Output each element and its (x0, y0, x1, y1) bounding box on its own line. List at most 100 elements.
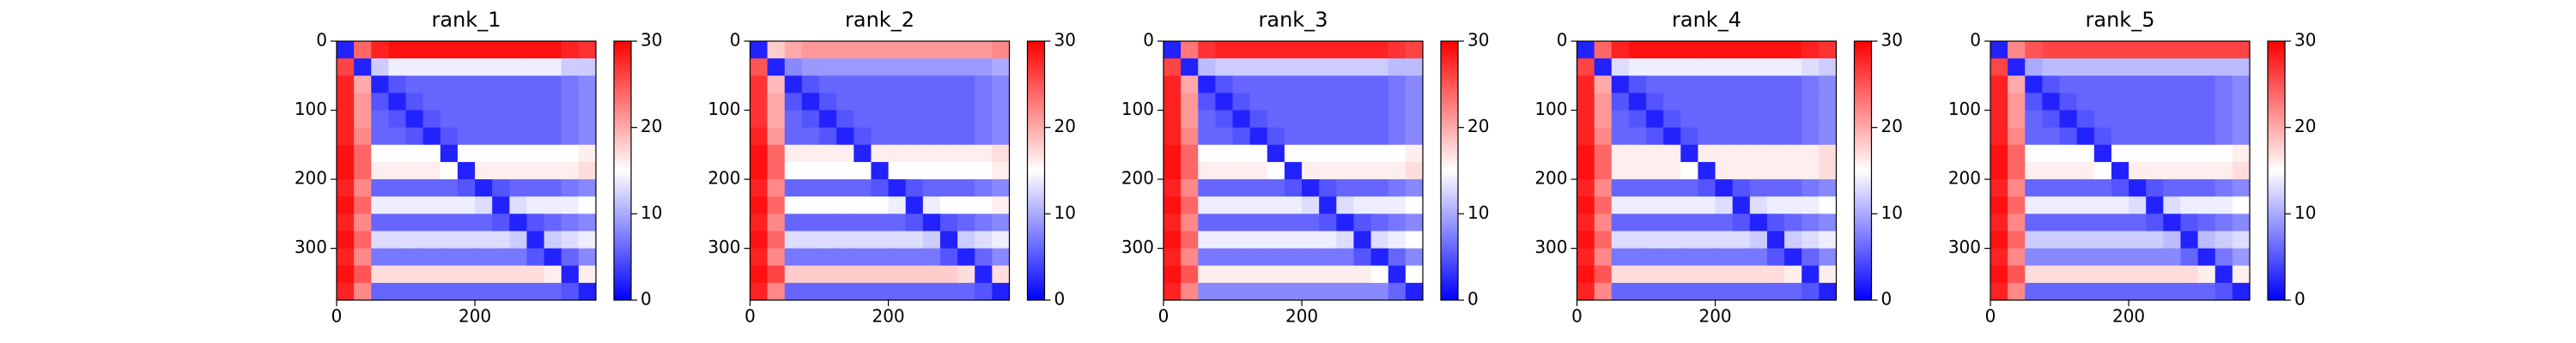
heatmap-cell (1302, 231, 1320, 250)
heatmap-cell (1819, 265, 1837, 284)
heatmap-cell (544, 248, 562, 267)
heatmap-cell (2180, 144, 2199, 163)
heatmap-cell (354, 214, 372, 232)
heatmap-cell (1319, 93, 1337, 111)
heatmap-cell (526, 196, 545, 214)
heatmap-cell (750, 231, 769, 250)
heatmap-cell (1336, 282, 1354, 301)
colorbar-tick-label: 10 (1054, 202, 1076, 223)
heatmap-cell (2197, 161, 2216, 180)
heatmap-cell (1646, 214, 1664, 232)
heatmap-cell (561, 179, 580, 197)
heatmap-cell (2111, 110, 2129, 129)
y-tick-label: 0 (316, 30, 327, 51)
heatmap-cell (1990, 127, 2008, 146)
heatmap-cell (1370, 265, 1389, 284)
heatmap-cell (905, 214, 924, 232)
heatmap-cell (509, 58, 527, 76)
heatmap-cell (526, 161, 545, 180)
heatmap-cell (1594, 41, 1613, 59)
heatmap-cell (1698, 265, 1716, 284)
heatmap-cell (1680, 282, 1698, 301)
heatmap-cell (1267, 75, 1285, 93)
heatmap-cell (1388, 196, 1406, 214)
heatmap-cell (578, 231, 597, 250)
heatmap-cell (1715, 110, 1734, 129)
heatmap-cell (371, 93, 389, 111)
x-tick-label: 200 (1698, 306, 1731, 327)
heatmap-cell (836, 214, 854, 232)
heatmap-cell (2215, 58, 2233, 76)
heatmap-cell (1801, 58, 1820, 76)
heatmap-cell (1990, 58, 2008, 76)
heatmap-cell (922, 179, 941, 197)
heatmap-cell (767, 127, 786, 146)
heatmap-cell (405, 248, 424, 267)
heatmap-cell (405, 110, 424, 129)
heatmap-cell (422, 41, 441, 59)
heatmap-cell (1302, 41, 1320, 59)
heatmap-cell (975, 282, 993, 301)
heatmap-cell (2111, 58, 2129, 76)
heatmap-cell (1611, 127, 1630, 146)
heatmap-cell (561, 127, 580, 146)
heatmap-cell (1680, 161, 1698, 180)
heatmap-cell (475, 58, 493, 76)
heatmap-cell (975, 161, 993, 180)
heatmap-cell (888, 110, 907, 129)
heatmap-cell (1353, 110, 1372, 129)
heatmap-cell (1353, 75, 1372, 93)
heatmap-cell (1405, 144, 1424, 163)
heatmap-cell (975, 248, 993, 267)
heatmap-cell (2129, 161, 2147, 180)
heatmap-cell (1353, 93, 1372, 111)
heatmap-cell (337, 282, 355, 301)
heatmap-cell (939, 282, 958, 301)
heatmap-cell (2059, 110, 2078, 129)
heatmap-cell (509, 75, 527, 93)
heatmap-cell (2129, 196, 2147, 214)
heatmap-cell (939, 75, 958, 93)
heatmap-cell (2146, 161, 2164, 180)
heatmap-cell (1181, 58, 1199, 76)
heatmap-cell (1715, 179, 1734, 197)
x-tick-label: 0 (744, 306, 756, 327)
heatmap-cell (526, 282, 545, 301)
heatmap-cell (888, 231, 907, 250)
heatmap-cell (819, 58, 837, 76)
heatmap-cell (578, 179, 597, 197)
heatmap-cell (1370, 75, 1389, 93)
heatmap-cell (1302, 93, 1320, 111)
heatmap-cell (905, 265, 924, 284)
heatmap-cell (784, 75, 803, 93)
heatmap-cell (422, 179, 441, 197)
heatmap-cell (854, 58, 872, 76)
heatmap-cell (2008, 58, 2026, 76)
heatmap-cell (2008, 231, 2026, 250)
heatmap-cell (509, 214, 527, 232)
heatmap-cell (492, 144, 510, 163)
heatmap-cell (1388, 58, 1406, 76)
heatmap-cell (1405, 127, 1424, 146)
heatmap-cell (854, 110, 872, 129)
heatmap-cell (2180, 93, 2199, 111)
heatmap-cell (1715, 282, 1734, 301)
colorbar-tick-label: 10 (1467, 202, 1489, 223)
heatmap-cell (905, 144, 924, 163)
heatmap-cell (1784, 110, 1802, 129)
y-tick-label: 300 (1534, 237, 1567, 257)
heatmap-cell (337, 161, 355, 180)
heatmap-cell (819, 265, 837, 284)
heatmap-cell (1680, 214, 1698, 232)
heatmap-cell (1405, 196, 1424, 214)
heatmap-cell (578, 196, 597, 214)
heatmap-cell (544, 161, 562, 180)
heatmap-cell (871, 127, 890, 146)
heatmap-cell (1388, 161, 1406, 180)
heatmap-cell (888, 265, 907, 284)
heatmap-cell (1284, 231, 1303, 250)
heatmap-cell (1577, 265, 1595, 284)
heatmap-cell (1215, 265, 1234, 284)
heatmap-cell (1319, 75, 1337, 93)
